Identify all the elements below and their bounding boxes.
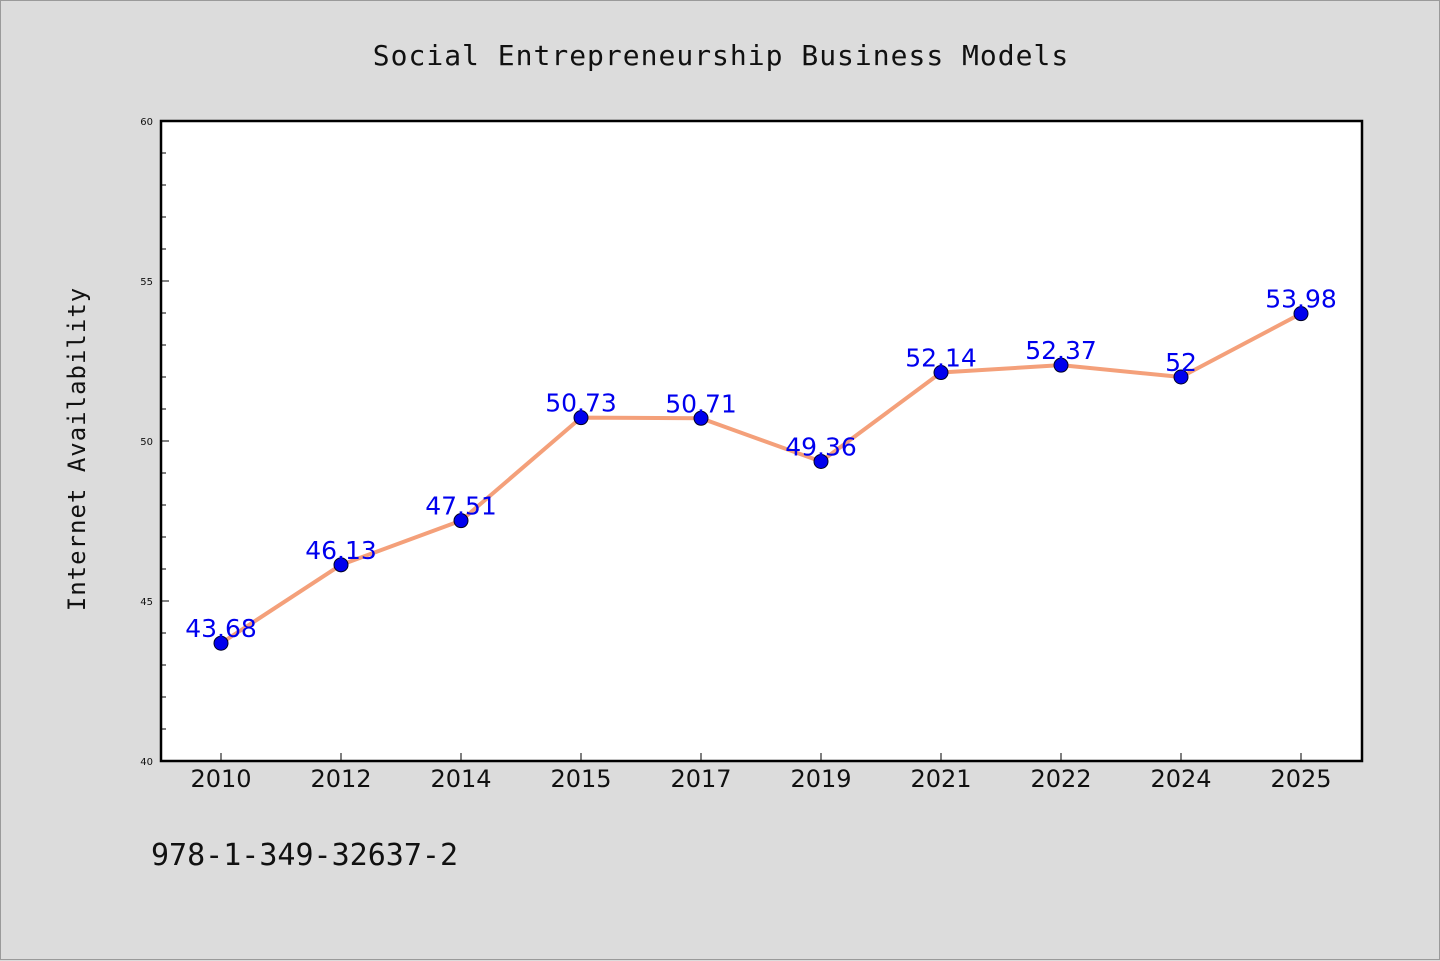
data-point xyxy=(1053,357,1069,373)
data-label: 46.13 xyxy=(305,536,377,565)
data-label: 49.36 xyxy=(785,432,857,461)
chart-title: Social Entrepreneurship Business Models xyxy=(373,39,1069,72)
data-label: 43.68 xyxy=(185,614,257,643)
x-axis-ticks: 2010 2012 2014 2015 2017 2019 2021 2022 2024 2025 xyxy=(190,753,1332,793)
data-label: 52.37 xyxy=(1025,336,1097,365)
y-tick-label: 40 xyxy=(140,757,153,768)
x-tick-label: 2015 xyxy=(550,765,611,793)
data-label: 52 xyxy=(1165,348,1197,377)
x-tick-label: 2012 xyxy=(310,765,371,793)
y-axis-label: Internet Availability xyxy=(63,287,91,611)
data-point xyxy=(693,410,709,426)
x-tick-label: 2017 xyxy=(670,765,731,793)
y-tick-label: 45 xyxy=(140,597,153,608)
data-point xyxy=(453,513,469,529)
data-label: 50.73 xyxy=(545,389,617,418)
x-tick-label: 2021 xyxy=(910,765,971,793)
x-tick-label: 2024 xyxy=(1150,765,1211,793)
data-label: 50.71 xyxy=(665,389,737,418)
data-label: 47.51 xyxy=(425,492,497,521)
data-label: 53.98 xyxy=(1265,285,1337,314)
data-point xyxy=(573,410,589,426)
x-tick-label: 2014 xyxy=(430,765,491,793)
y-tick-label: 60 xyxy=(140,117,153,128)
y-tick-label: 55 xyxy=(140,277,153,288)
data-point xyxy=(933,365,949,381)
x-tick-label: 2025 xyxy=(1270,765,1331,793)
data-point xyxy=(333,557,349,573)
y-tick-label: 50 xyxy=(140,437,153,448)
y-axis-ticks: 40 45 50 55 60 xyxy=(140,117,169,768)
data-label: 52.14 xyxy=(905,344,977,373)
data-point xyxy=(1293,306,1309,322)
data-point xyxy=(1173,369,1189,385)
footer-isbn: 978-1-349-32637-2 xyxy=(151,838,458,873)
x-tick-label: 2019 xyxy=(790,765,851,793)
series-layer: 43.68 46.13 47.51 50.73 50.71 49.36 52.14 52.37… xyxy=(185,285,1337,651)
data-point xyxy=(813,453,829,469)
series-line xyxy=(219,311,1302,645)
data-point xyxy=(213,635,229,651)
x-tick-label: 2022 xyxy=(1030,765,1091,793)
x-tick-label: 2010 xyxy=(190,765,251,793)
